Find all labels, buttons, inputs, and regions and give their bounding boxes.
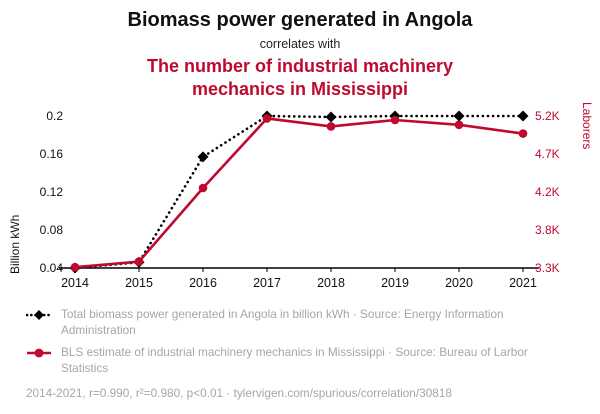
- biomass-power-data-point: [517, 110, 529, 122]
- machinery-mechanics-data-point: [326, 122, 336, 131]
- x-tick-label: 2018: [317, 276, 345, 290]
- machinery-mechanics-data-point: [198, 183, 208, 193]
- right-axis-tick-label: 4.7K: [535, 147, 560, 161]
- machinery-mechanics-data-point: [70, 262, 80, 272]
- correlates-with-label: correlates with: [259, 37, 341, 51]
- left-axis-title: Billion kWh: [8, 214, 22, 274]
- chart-area: 2014 2015 2016 2017 2018 2019 2020 2021 0.04 0.08…: [0, 102, 600, 298]
- machinery-mechanics-line: [74, 117, 524, 269]
- chart-title: Biomass power generated in Angola: [127, 9, 473, 31]
- machinery-mechanics-data-point: [262, 114, 272, 123]
- x-tick-label: 2016: [189, 276, 217, 290]
- dual-axis-line-chart: 2014 2015 2016 2017 2018 2019 2020 2021 0.04 0.08…: [40, 109, 560, 290]
- biomass-power-data-point: [197, 151, 209, 163]
- x-tick-label: 2017: [253, 276, 281, 290]
- x-tick-label: 2019: [381, 276, 409, 290]
- red-line-circle-marker-icon: [26, 345, 52, 376]
- machinery-mechanics-data-point: [518, 129, 528, 138]
- right-axis-tick-label: 5.2K: [535, 109, 560, 123]
- chart-subtitle: The number of industrial machinery mecha…: [146, 56, 454, 99]
- machinery-mechanics-data-point: [454, 120, 464, 130]
- x-tick-label: 2021: [509, 276, 537, 290]
- biomass-power-data-point: [325, 111, 337, 123]
- left-axis-tick-label: 0.08: [40, 223, 64, 237]
- left-axis-tick-label: 0.2: [46, 109, 63, 123]
- machinery-mechanics-data-point: [134, 257, 144, 266]
- black-dotted-diamond-marker-icon: [25, 307, 53, 338]
- left-axis-tick-label: 0.16: [40, 147, 64, 161]
- right-axis-tick-label: 3.3K: [535, 261, 560, 275]
- legend-item-label: Total biomass power generated in Angola …: [61, 307, 504, 337]
- left-axis-tick-label: 0.12: [40, 185, 64, 199]
- legend: Total biomass power generated in Angola …: [0, 298, 600, 376]
- legend-item-label: BLS estimate of industrial machinery mec…: [61, 345, 528, 375]
- x-tick-label: 2014: [61, 276, 89, 290]
- biomass-power-line: [73, 114, 525, 270]
- footer-stats: 2014-2021, r=0.990, r²=0.980, p<0.01 · t…: [26, 386, 452, 401]
- legend-item-biomass: Total biomass power generated in Angola …: [25, 307, 570, 338]
- x-tick-label: 2020: [445, 276, 473, 290]
- x-tick-label: 2015: [125, 276, 153, 290]
- right-axis-tick-label: 3.8K: [535, 223, 560, 237]
- biomass-power-data-point: [453, 110, 465, 122]
- legend-item-mechanics: BLS estimate of industrial machinery mec…: [26, 345, 570, 376]
- right-axis-title: Laborers: [580, 102, 594, 150]
- left-axis-tick-label: 0.04: [40, 261, 64, 275]
- chart-header: Biomass power generated in Angola correl…: [0, 0, 600, 100]
- machinery-mechanics-data-point: [390, 115, 400, 125]
- right-axis-tick-label: 4.2K: [535, 185, 560, 199]
